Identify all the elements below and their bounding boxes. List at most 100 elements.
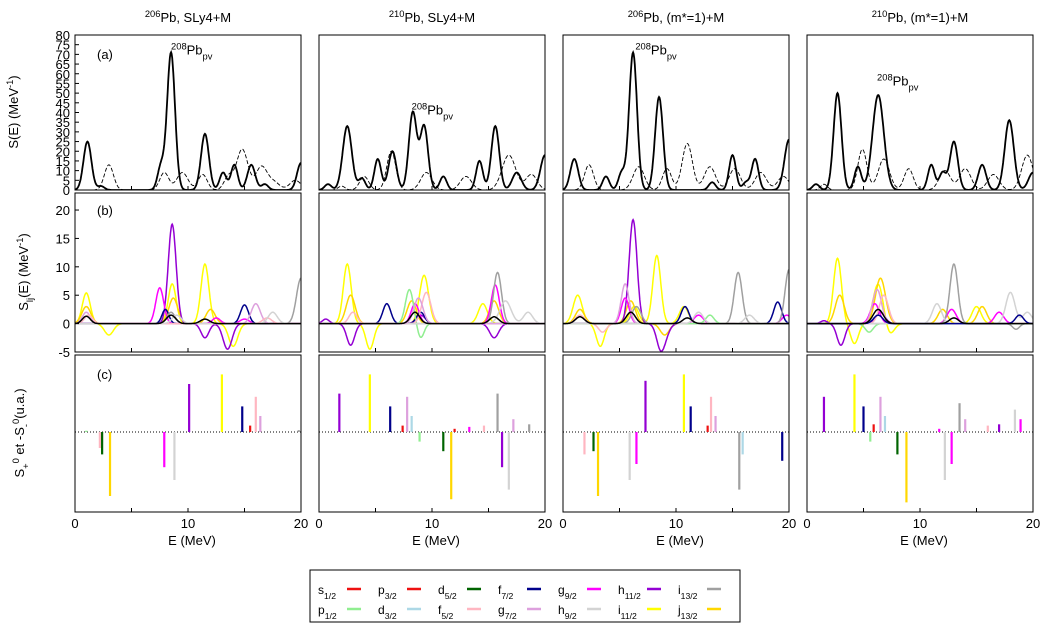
y-axis-label-b-text-part: S [16, 302, 31, 311]
y-axis-label-c-text-part: et -S [12, 427, 27, 458]
y-tick-label-b: 5 [63, 288, 70, 303]
legend-label-part: g [558, 583, 565, 597]
orbital-strength-line [807, 288, 1033, 325]
orbital-strength-line [807, 311, 1033, 346]
legend-label-part: p [378, 583, 385, 597]
panel-title-part: 206 [628, 9, 644, 19]
legend-label: f5/2 [438, 603, 454, 621]
y-axis-label-c-text-part: (u.a.) [12, 388, 27, 418]
y-axis-label-c-text-part: - [21, 424, 31, 427]
axes-frame-c [562, 354, 790, 513]
panel-title-part: 206 [145, 9, 161, 19]
orbital-strength-line [563, 218, 789, 352]
legend-label-part: 11/2 [621, 611, 637, 621]
row-b-curves [563, 218, 789, 352]
peak-annotation: 208Pbpv [171, 42, 213, 62]
peak-annotation-part: Pb [187, 43, 203, 58]
legend: s1/2 p3/2 d5/2 f7/2 g9/2 h11/2 i13/2p1/2 d3/2 f5… [309, 569, 741, 623]
x-tick-label: 10 [669, 516, 683, 531]
x-axis-label: E (MeV) [656, 533, 704, 548]
orbital-strength-line [563, 300, 789, 336]
orbital-strength-line [563, 254, 789, 348]
legend-label: h9/2 [558, 603, 577, 621]
legend-label-part: 3/2 [385, 591, 397, 601]
x-tick-label: 10 [913, 516, 927, 531]
panel-title: 210Pb, (m*=1)+M [872, 9, 969, 25]
legend-label-part: 13/2 [681, 591, 698, 601]
x-tick-label: 0 [803, 516, 810, 531]
orbital-strength-line [75, 277, 301, 325]
axes-frame-c [318, 354, 546, 513]
y-tick-label-a: 45 [56, 96, 70, 111]
axes-frame-b [562, 192, 790, 353]
y-tick-label-a: 65 [56, 57, 70, 72]
orbital-strength-line [807, 308, 1033, 325]
x-tick-label: 20 [782, 516, 796, 531]
legend-label: i13/2 [678, 583, 698, 601]
row-a-curves [563, 50, 789, 190]
y-tick-label-a: 20 [56, 144, 70, 159]
y-axis-label-b: Slj(E) (MeV-1) [15, 233, 35, 310]
peak-annotation: 208Pbpv [412, 102, 454, 122]
peak-annotation-part: 208 [635, 42, 651, 52]
y-axis-label-a-text-part: -1 [5, 80, 15, 88]
orbital-strength-line [563, 282, 789, 325]
legend-label-part: 5/2 [445, 591, 457, 601]
orbital-strength-line [75, 297, 301, 325]
axes-frame-b [318, 192, 546, 353]
peak-annotation-part: 208 [877, 73, 893, 83]
row-a-curves [319, 110, 545, 190]
y-tick-label-a: 70 [56, 47, 70, 62]
y-tick-label-b: 15 [56, 231, 70, 246]
y-tick-label-a: 30 [56, 125, 70, 140]
orbital-strength-line [319, 314, 545, 346]
x-axis-label: E (MeV) [412, 533, 460, 548]
legend-label-part: s [318, 583, 324, 597]
axes-frame-c [806, 354, 1034, 513]
panel-title-part: Pb, SLy4+M [404, 10, 475, 25]
row-b-curves [75, 222, 301, 350]
y-tick-label-a: 75 [56, 38, 70, 53]
x-tick-label: 20 [1026, 516, 1040, 531]
orbital-strength-line [75, 304, 301, 325]
peak-annotation-part: pv [203, 52, 213, 62]
y-tick-label-a: 50 [56, 86, 70, 101]
y-tick-label-a: 60 [56, 67, 70, 82]
y-axis-label-c-text-part: 0 [11, 419, 21, 424]
x-tick-label: 20 [294, 516, 308, 531]
legend-label-part: i [678, 583, 681, 597]
legend-label: p3/2 [378, 583, 397, 601]
y-tick-label-a: 35 [56, 115, 70, 130]
peak-annotation-part: 208 [171, 42, 187, 52]
y-tick-label-b: 0 [63, 317, 70, 332]
panel-letter-c: (c) [97, 367, 112, 382]
peak-annotation-part: pv [667, 52, 677, 62]
y-tick-label-b: 10 [56, 260, 70, 275]
x-axis-label: E (MeV) [168, 533, 216, 548]
peak-annotation-part: pv [443, 112, 453, 122]
y-axis-label-b-text-part: lj [25, 298, 35, 302]
legend-label-part: 3/2 [385, 611, 397, 621]
legend-label-part: 11/2 [625, 591, 641, 601]
legend-label-part: f [498, 583, 502, 597]
y-axis-label-c: S+0 et -S-0(u.a.) [11, 388, 31, 477]
x-tick-label: 0 [559, 516, 566, 531]
panel-column-1: 206Pb, SLy4+M208Pbpv05101520253035404550… [56, 9, 309, 548]
y-tick-label-b: -5 [58, 345, 70, 360]
y-axis-label-c-text: S+0 et -S-0(u.a.) [11, 388, 31, 477]
panel-column-2: 210Pb, SLy4+M 208Pbpv 0 10 20 E (MeV) [315, 9, 552, 548]
orbital-strength-line [75, 222, 301, 350]
legend-label-part: 9/2 [565, 591, 577, 601]
legend-label: s1/2 [318, 583, 336, 601]
legend-label-part: d [378, 603, 385, 617]
y-tick-label-a: 5 [63, 173, 70, 188]
row-a-curves [75, 49, 301, 190]
panel-title-part: 210 [872, 9, 888, 19]
panel-letter-b: (b) [97, 203, 113, 218]
legend-label-part: p [318, 603, 325, 617]
peak-annotation: 208Pbpv [877, 73, 919, 93]
y-tick-label-a: 40 [56, 106, 70, 121]
y-tick-label-a: 80 [56, 28, 70, 43]
legend-label: p1/2 [318, 603, 337, 621]
